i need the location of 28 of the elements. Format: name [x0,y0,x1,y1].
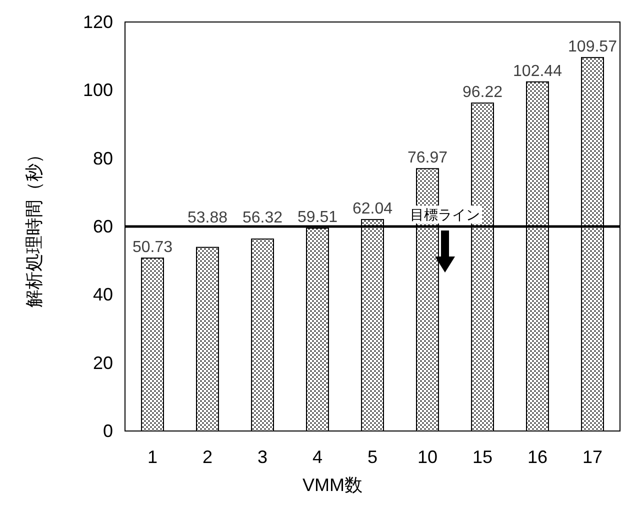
y-tick-label: 20 [92,352,113,373]
data-label: 76.97 [407,150,448,167]
x-tick-label: 4 [312,447,323,467]
ref-line-label: 目標ライン [410,206,480,222]
y-tick-label: 120 [82,12,113,32]
data-label: 56.32 [242,210,283,226]
data-label: 53.88 [187,210,228,226]
y-tick-label: 60 [92,216,113,236]
x-tick-label: 5 [367,447,378,467]
x-tick-label: 15 [472,447,493,467]
x-axis-title: VMM数 [302,475,362,495]
x-tick-label: 2 [202,447,213,467]
data-label: 102.44 [513,62,562,80]
x-tick-label: 16 [527,447,548,467]
x-tick-label: 1 [147,447,158,467]
y-tick-label: 40 [92,284,113,305]
y-axis-title: 解析処理時間（秒） [24,146,44,308]
data-label: 109.57 [568,38,618,56]
x-tick-label: 10 [417,447,438,467]
data-label: 59.51 [297,209,338,226]
data-label: 50.73 [132,239,173,256]
y-tick-label: 100 [82,80,113,100]
data-label: 62.04 [352,200,393,218]
data-label: 96.22 [462,84,503,102]
x-tick-label: 17 [582,447,603,467]
x-tick-label: 3 [257,447,268,467]
y-tick-label: 80 [92,148,113,168]
y-tick-label: 0 [102,421,113,441]
